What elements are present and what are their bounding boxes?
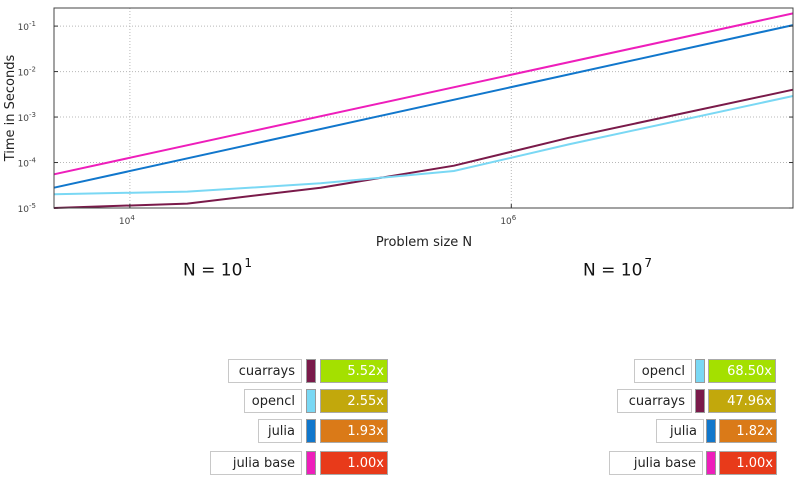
backend-name: julia base (210, 451, 302, 475)
panel-title-left-base: N = 10 (183, 260, 243, 281)
color-swatch (306, 359, 316, 383)
color-swatch (695, 389, 705, 413)
speedup-value: 68.50x (708, 359, 776, 383)
speedup-value: 2.55x (320, 389, 388, 413)
x-axis-title: Problem size N (376, 235, 472, 250)
backend-name: julia (656, 419, 704, 443)
series-line-1 (53, 24, 794, 189)
y-axis-title: Time in Seconds (3, 55, 18, 163)
chart-frame (53, 7, 794, 209)
color-swatch (706, 419, 716, 443)
panel-title-right-exp: 7 (644, 256, 653, 270)
chart-series (53, 12, 794, 209)
x-tick-label: 106 (500, 214, 516, 227)
panel-title-right-base: N = 10 (583, 260, 643, 281)
color-swatch (306, 389, 316, 413)
y-tick-label: 10-3 (18, 111, 36, 124)
speedup-value: 1.00x (320, 451, 388, 475)
chart-ticks: 104 106 10-5 10-4 10-3 10-2 10-1 (18, 20, 793, 227)
x-tick-label: 104 (119, 214, 135, 227)
color-swatch (706, 451, 716, 475)
panel-title-left: N = 10 1 (183, 256, 253, 281)
panel-title-left-exp: 1 (244, 256, 253, 270)
backend-name: cuarrays (228, 359, 302, 383)
speedup-value: 1.00x (719, 451, 777, 475)
series-line-2 (53, 88, 794, 209)
speedup-value: 47.96x (708, 389, 776, 413)
y-tick-label: 10-4 (18, 157, 37, 170)
color-swatch (695, 359, 705, 383)
backend-name: opencl (244, 389, 302, 413)
backend-name: julia base (609, 451, 703, 475)
speedup-value: 1.82x (719, 419, 777, 443)
panel-title-right: N = 10 7 (583, 256, 653, 281)
y-tick-label: 10-2 (18, 66, 36, 79)
y-tick-label: 10-5 (18, 202, 36, 215)
runtime-chart: 104 106 10-5 10-4 10-3 10-2 10-1 Problem size … (3, 7, 794, 250)
backend-name: julia (258, 419, 302, 443)
backend-name: opencl (634, 359, 692, 383)
speedup-value: 1.93x (320, 419, 388, 443)
y-tick-label: 10-1 (18, 20, 36, 33)
backend-name: cuarrays (617, 389, 692, 413)
plot-border (53, 7, 794, 209)
color-swatch (306, 419, 316, 443)
series-line-3 (53, 95, 794, 196)
speedup-value: 5.52x (320, 359, 388, 383)
series-line-0 (53, 12, 794, 176)
color-swatch (306, 451, 316, 475)
